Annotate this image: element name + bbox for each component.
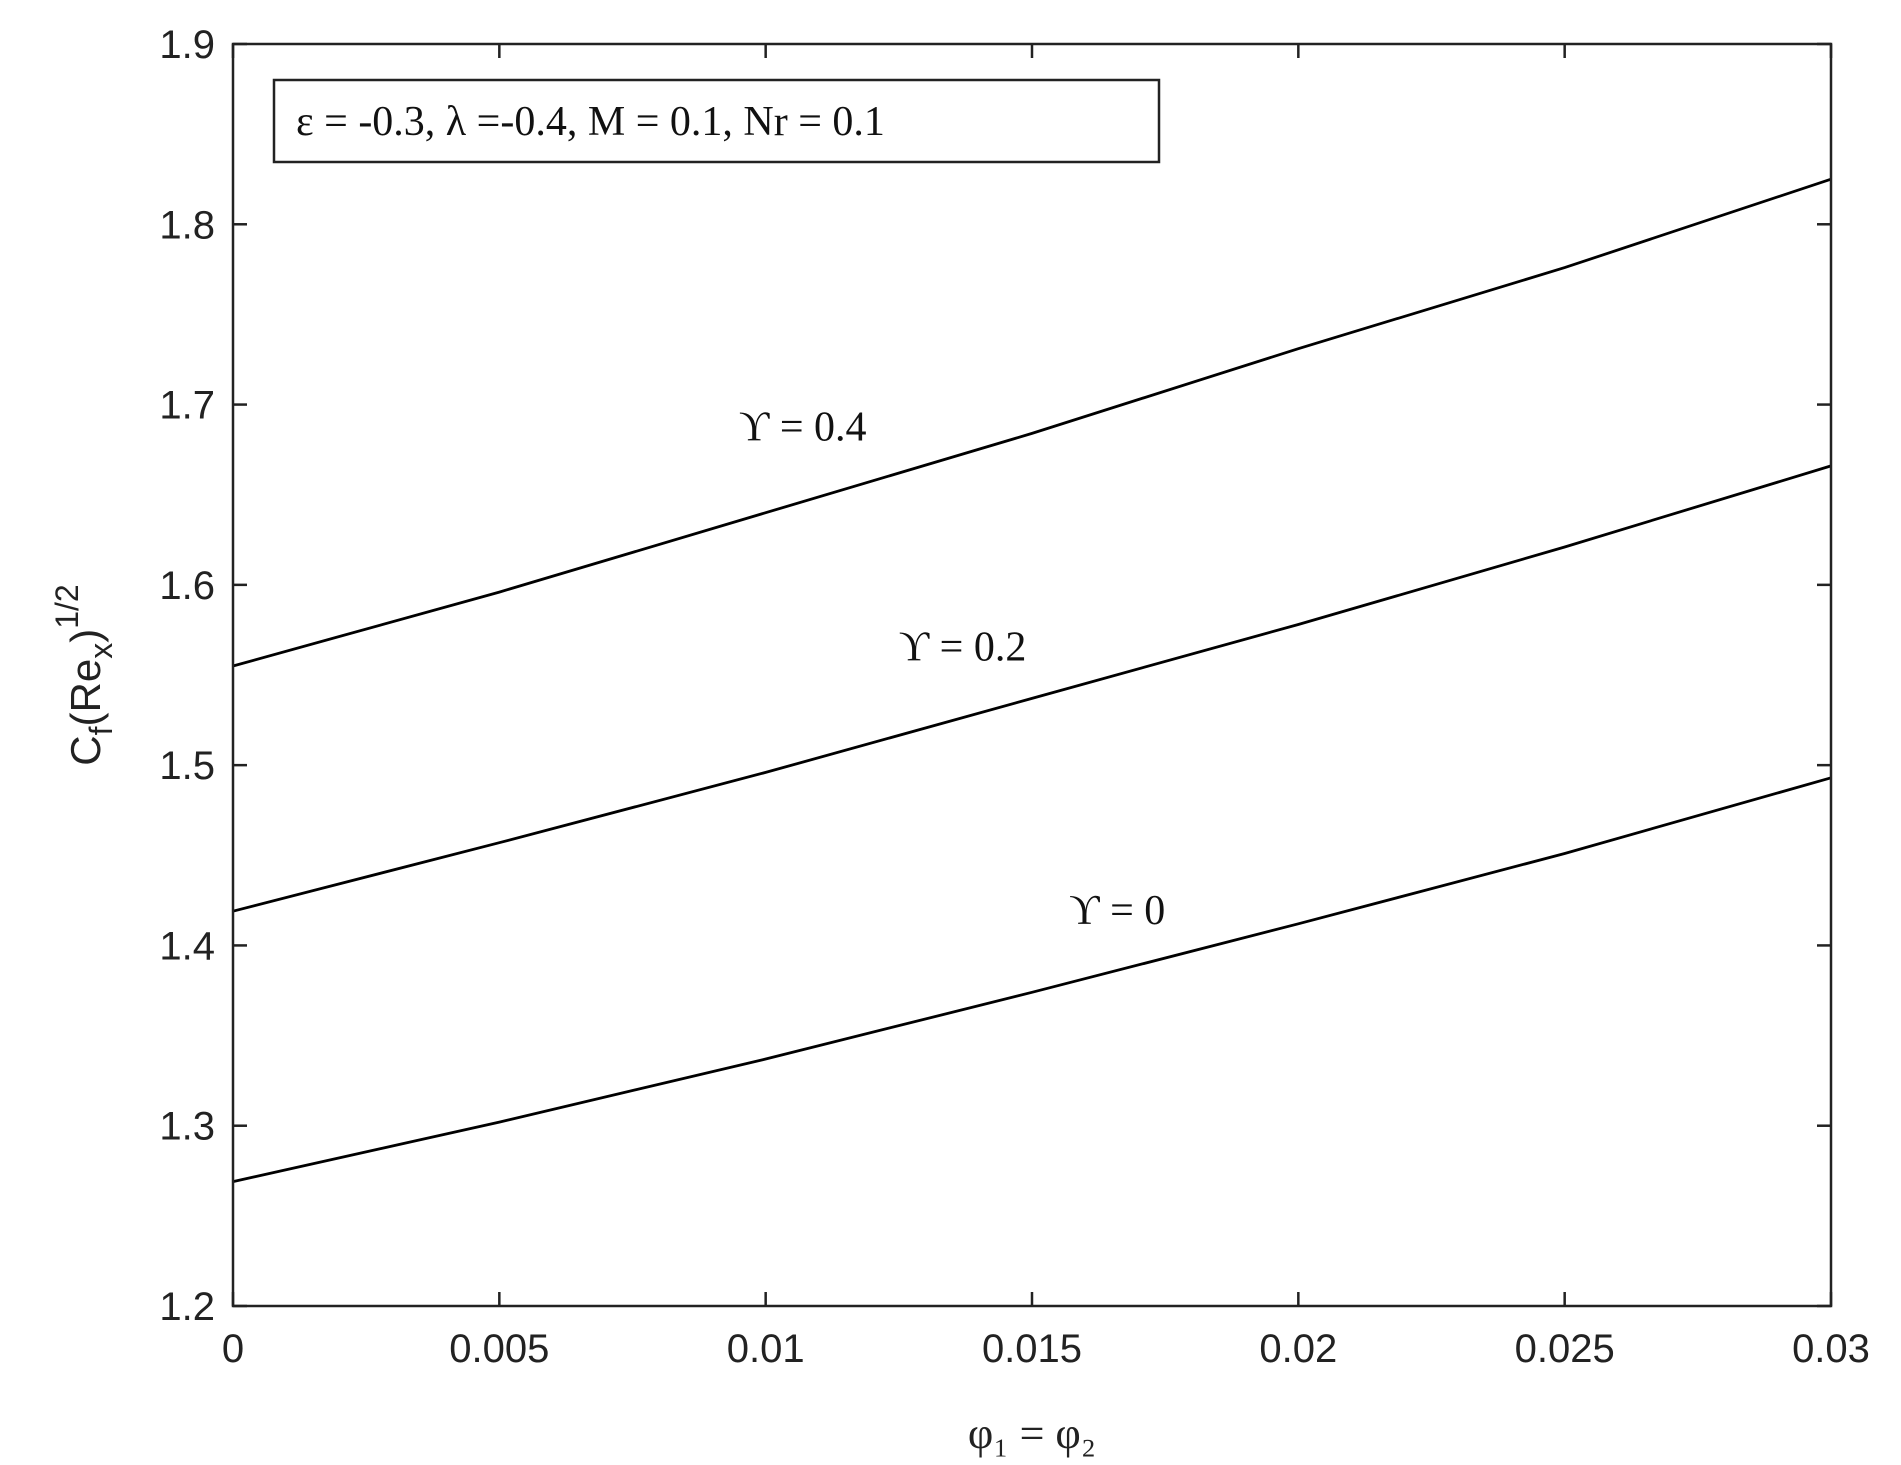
y-tick-label: 1.9: [159, 23, 215, 67]
y-tick-label: 1.8: [159, 203, 215, 247]
x-axis-label: φ₁ = φ₂: [968, 1409, 1096, 1458]
plot-frame: [231, 42, 1833, 1308]
y-label-sup: 1/2: [49, 584, 85, 628]
y-label-sub-x: x: [83, 643, 119, 659]
axis-ticks: [231, 42, 1833, 1308]
y-tick-label: 1.6: [159, 564, 215, 608]
y-label-close: ): [62, 629, 109, 643]
series-line: [232, 776, 1832, 1183]
y-axis-label: Cf(Rex)1/2: [49, 584, 119, 765]
y-tick-labels: 1.2 1.3 1.4 1.5 1.6 1.7 1.8 1.9: [159, 23, 215, 1329]
x-tick-label: 0.02: [1259, 1327, 1337, 1371]
x-tick-label: 0.01: [727, 1327, 805, 1371]
y-label-sub-f: f: [83, 726, 119, 735]
y-tick-label: 1.2: [159, 1285, 215, 1329]
series-label: ϒ = 0.4: [739, 405, 867, 451]
x-tick-label: 0.005: [449, 1327, 549, 1371]
y-tick-label: 1.4: [159, 924, 215, 968]
x-tick-label: 0.03: [1792, 1327, 1870, 1371]
legend-frame: [272, 78, 1161, 164]
x-tick-label: 0.015: [982, 1327, 1082, 1371]
y-label-open: (Re: [62, 659, 109, 727]
x-tick-label: 0: [222, 1327, 244, 1371]
y-tick-label: 1.7: [159, 384, 215, 428]
series-label: ϒ = 0.2: [899, 625, 1027, 671]
series-label: ϒ = 0: [1069, 888, 1165, 934]
y-tick-label: 1.3: [159, 1105, 215, 1149]
y-tick-label: 1.5: [159, 744, 215, 788]
x-tick-labels: 0 0.005 0.01 0.015 0.02 0.025 0.03: [222, 1327, 1870, 1371]
legend-box: ε = -0.3, λ =-0.4, M = 0.1, Nr = 0.1: [272, 78, 1161, 164]
x-tick-label: 0.025: [1515, 1327, 1615, 1371]
series-annotations: ϒ = 0.4 ϒ = 0.2 ϒ = 0: [739, 405, 1165, 934]
series-line: [232, 464, 1832, 913]
legend-text: ε = -0.3, λ =-0.4, M = 0.1, Nr = 0.1: [296, 99, 885, 145]
series-lines: [232, 177, 1832, 1183]
y-label-base: C: [62, 735, 109, 765]
series-line: [232, 177, 1832, 668]
